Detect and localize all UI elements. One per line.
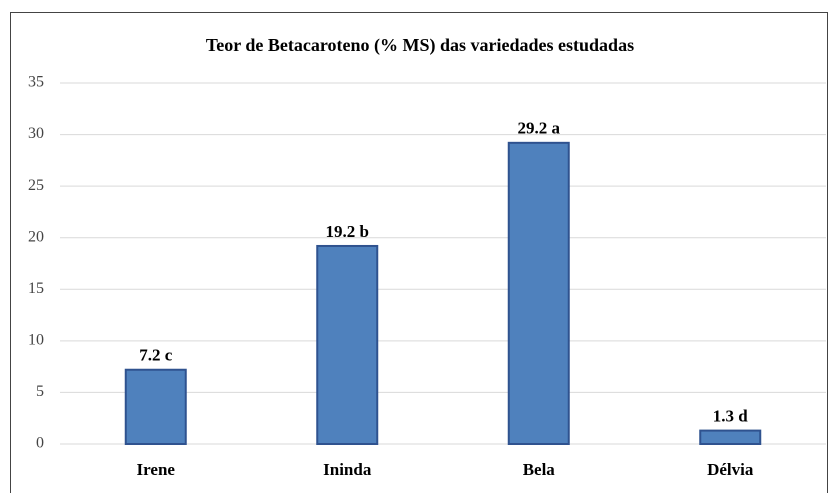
data-label: 1.3 d: [713, 406, 749, 425]
chart-title: Teor de Betacaroteno (% MS) das variedad…: [206, 35, 634, 56]
y-tick-label: 5: [36, 383, 44, 400]
y-tick-label: 10: [28, 332, 44, 349]
x-tick-label: Irene: [137, 460, 176, 479]
bar: [507, 141, 570, 446]
y-tick-label: 20: [28, 228, 44, 245]
x-tick-label: Délvia: [707, 460, 754, 479]
bar: [699, 429, 762, 446]
y-tick-label: 35: [28, 74, 44, 91]
bar: [124, 368, 187, 446]
y-tick-label: 0: [36, 435, 44, 452]
data-label: 7.2 c: [139, 346, 173, 365]
x-tick-label: Ininda: [323, 460, 372, 479]
data-label: 29.2 a: [518, 119, 561, 138]
y-tick-label: 25: [28, 177, 44, 194]
bar: [316, 244, 379, 445]
y-tick-label: 15: [28, 280, 44, 297]
data-label: 19.2 b: [326, 222, 369, 241]
x-tick-label: Bela: [523, 460, 556, 479]
y-tick-label: 30: [28, 125, 44, 142]
